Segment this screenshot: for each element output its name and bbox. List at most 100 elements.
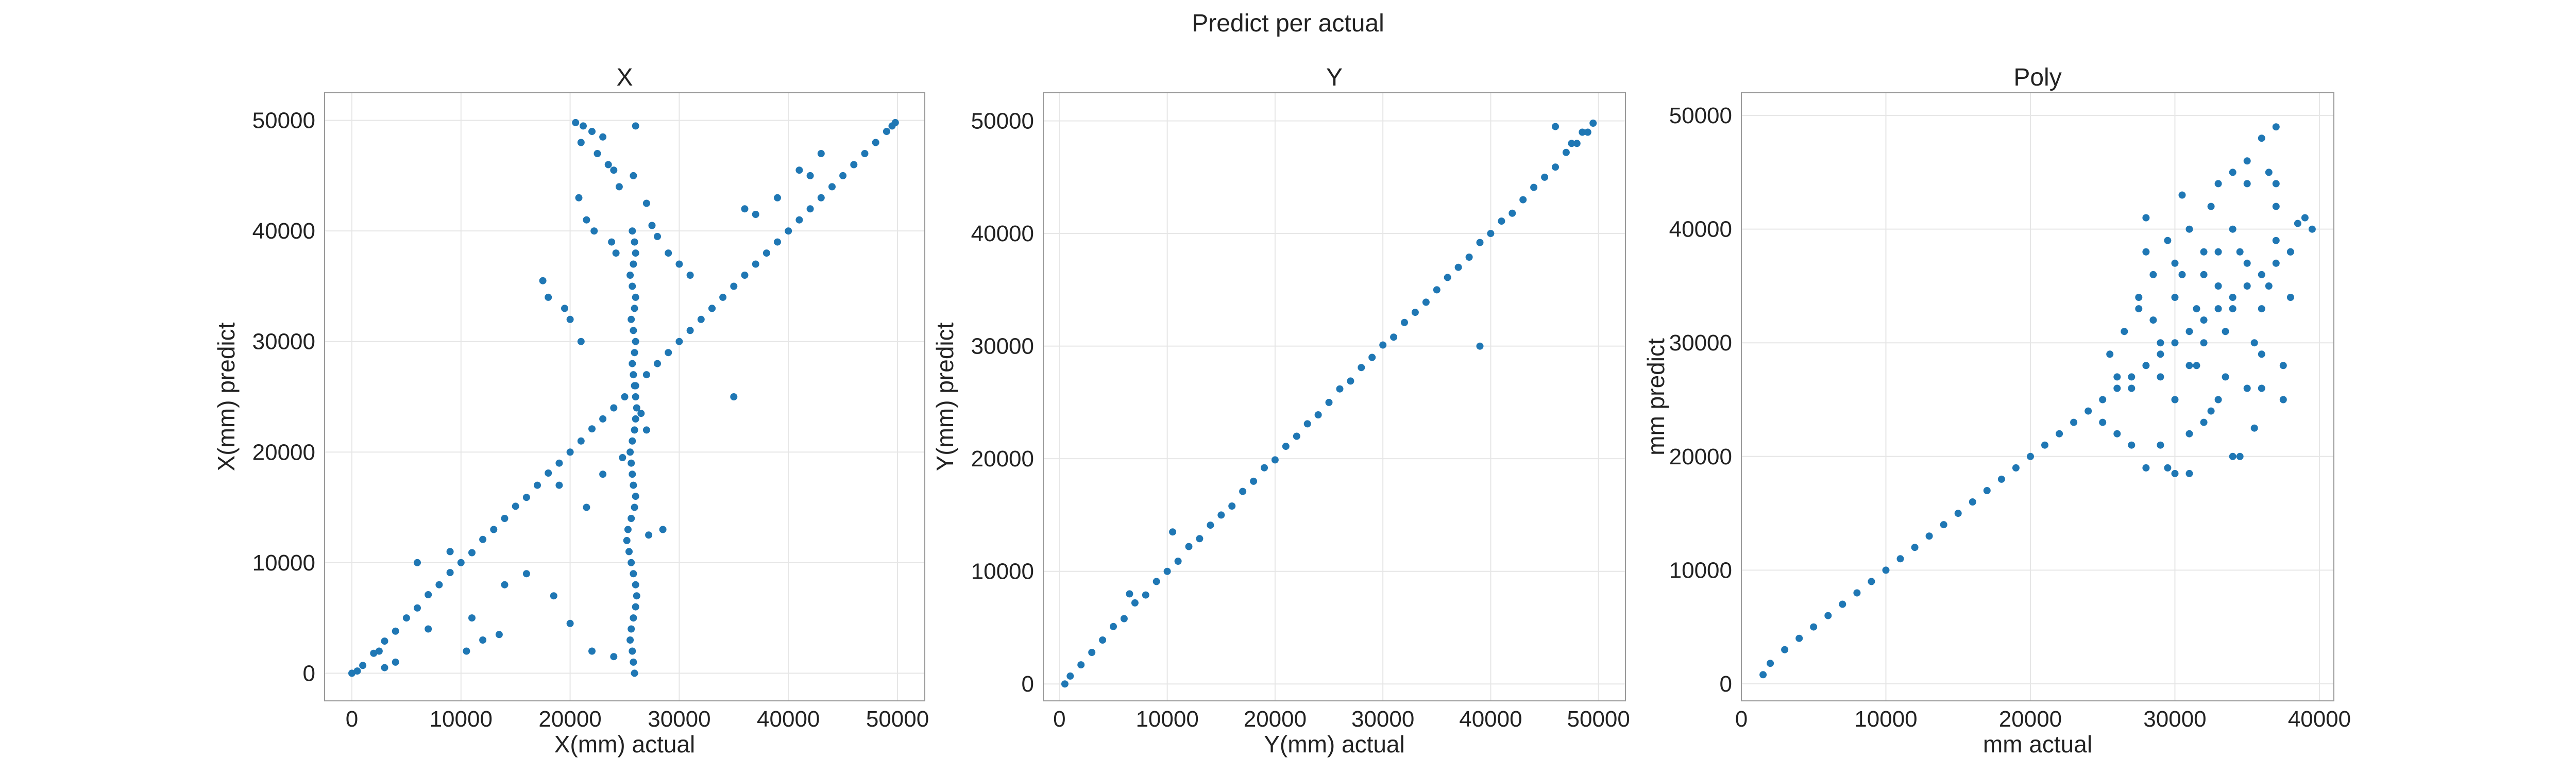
chart-2-point	[1401, 318, 1408, 326]
chart-3-point	[2135, 294, 2143, 301]
chart-1-point	[654, 360, 661, 367]
chart-1-point	[392, 627, 399, 635]
chart-1-point	[630, 614, 637, 622]
chart-2-point	[1347, 377, 1354, 385]
chart-1-point	[630, 481, 637, 489]
chart-3-point	[1940, 521, 1947, 529]
chart-3-point	[2207, 203, 2215, 210]
chart-1-point	[631, 503, 638, 511]
chart-1-x-tick-label: 0	[346, 707, 358, 732]
chart-3-x-tick-label: 20000	[1999, 707, 2062, 732]
chart-3-point	[2236, 452, 2244, 460]
chart-1-point	[512, 502, 519, 510]
chart-2-point	[1110, 623, 1117, 630]
chart-3-point	[2121, 328, 2128, 335]
chart-1-point	[608, 238, 616, 246]
chart-1-point	[629, 360, 636, 367]
chart-3-point	[1795, 634, 1803, 642]
chart-1-point	[588, 647, 596, 655]
chart-3-point	[2171, 294, 2179, 301]
chart-3-point	[2027, 452, 2034, 460]
chart-1-point	[577, 338, 585, 345]
chart-2-point	[1282, 443, 1290, 450]
chart-3-point	[2185, 469, 2193, 477]
chart-2-title: Y	[1326, 64, 1343, 91]
chart-1-point	[623, 536, 631, 544]
chart-1-point	[628, 459, 635, 467]
chart-2-point	[1552, 163, 1559, 171]
chart-3-point	[1983, 487, 1991, 494]
chart-2-y-tick-label: 0	[1022, 671, 1034, 697]
chart-1-point	[730, 282, 738, 290]
chart-3-title: Poly	[2013, 64, 2061, 91]
chart-1-y-tick-label: 10000	[252, 550, 315, 576]
chart-1-point	[630, 658, 637, 666]
chart-3-point	[1759, 671, 1767, 679]
chart-3-point	[2243, 384, 2251, 392]
chart-3-point	[1882, 566, 1890, 574]
chart-1-point	[588, 425, 596, 433]
chart-1-point	[645, 531, 653, 539]
chart-3-point	[2099, 396, 2107, 404]
chart-1-point	[839, 172, 847, 179]
chart-2-point	[1379, 341, 1387, 349]
chart-3-point	[1954, 510, 1962, 517]
chart-3-point	[2056, 430, 2063, 438]
chart-3-point	[2200, 248, 2208, 256]
chart-1-x-tick-label: 50000	[866, 707, 929, 732]
chart-1-point	[632, 338, 639, 345]
chart-1-y-tick-label: 40000	[252, 219, 315, 244]
chart-1-point	[468, 549, 476, 557]
chart-1-point	[629, 437, 636, 445]
chart-3-point	[2272, 180, 2280, 188]
chart-2-x-tick-label: 50000	[1567, 707, 1630, 732]
chart-3-point	[2243, 259, 2251, 267]
chart-3-point	[2106, 350, 2114, 358]
chart-1-point	[610, 404, 618, 412]
chart-2-x-tick-label: 40000	[1459, 707, 1522, 732]
chart-1-point	[665, 349, 672, 357]
chart-3-point	[2222, 328, 2229, 335]
chart-1-y-axis-label: X(mm) predict	[213, 322, 240, 471]
chart-3-point	[2149, 316, 2157, 324]
chart-3-point	[2265, 282, 2273, 290]
chart-2-y-tick-label: 10000	[971, 559, 1034, 584]
chart-1-point	[631, 305, 638, 312]
chart-1-point	[490, 526, 498, 533]
chart-1-point	[632, 393, 639, 400]
chart-1-point	[561, 305, 568, 312]
chart-1-point	[534, 481, 541, 489]
chart-3-point	[2157, 373, 2164, 381]
chart-2-point	[1390, 333, 1398, 341]
chart-3-point	[2142, 214, 2150, 222]
chart-1-point	[632, 581, 639, 589]
chart-2-point	[1509, 209, 1516, 217]
chart-2-y-tick-label: 30000	[971, 334, 1034, 359]
chart-2-point	[1174, 558, 1182, 565]
chart-3-point	[2178, 271, 2186, 278]
chart-3-x-axis-label: mm actual	[1983, 731, 2092, 758]
chart-1-point	[654, 232, 661, 240]
chart-1-point	[566, 448, 574, 456]
chart-1-point	[577, 139, 585, 146]
chart-3-point	[2272, 259, 2280, 267]
chart-2-point	[1530, 183, 1538, 191]
chart-1-point	[624, 526, 632, 533]
chart-3-point	[2171, 469, 2179, 477]
chart-1-point	[630, 260, 637, 268]
chart-2-y-tick-label: 20000	[971, 446, 1034, 472]
chart-3-point	[2229, 452, 2236, 460]
chart-1-point	[629, 470, 636, 478]
chart-3-point	[2070, 418, 2078, 426]
chart-3-point	[2286, 294, 2294, 301]
chart-3-point	[2185, 430, 2193, 438]
chart-3-point	[2258, 305, 2265, 313]
chart-1-point	[630, 570, 637, 578]
chart-2-point	[1498, 217, 1505, 225]
chart-3-point	[2229, 169, 2236, 176]
chart-1-point	[522, 570, 530, 578]
chart-2-point	[1250, 477, 1258, 485]
chart-2-point	[1066, 672, 1074, 680]
chart-1-point	[594, 150, 601, 157]
chart-2-point	[1487, 230, 1495, 238]
